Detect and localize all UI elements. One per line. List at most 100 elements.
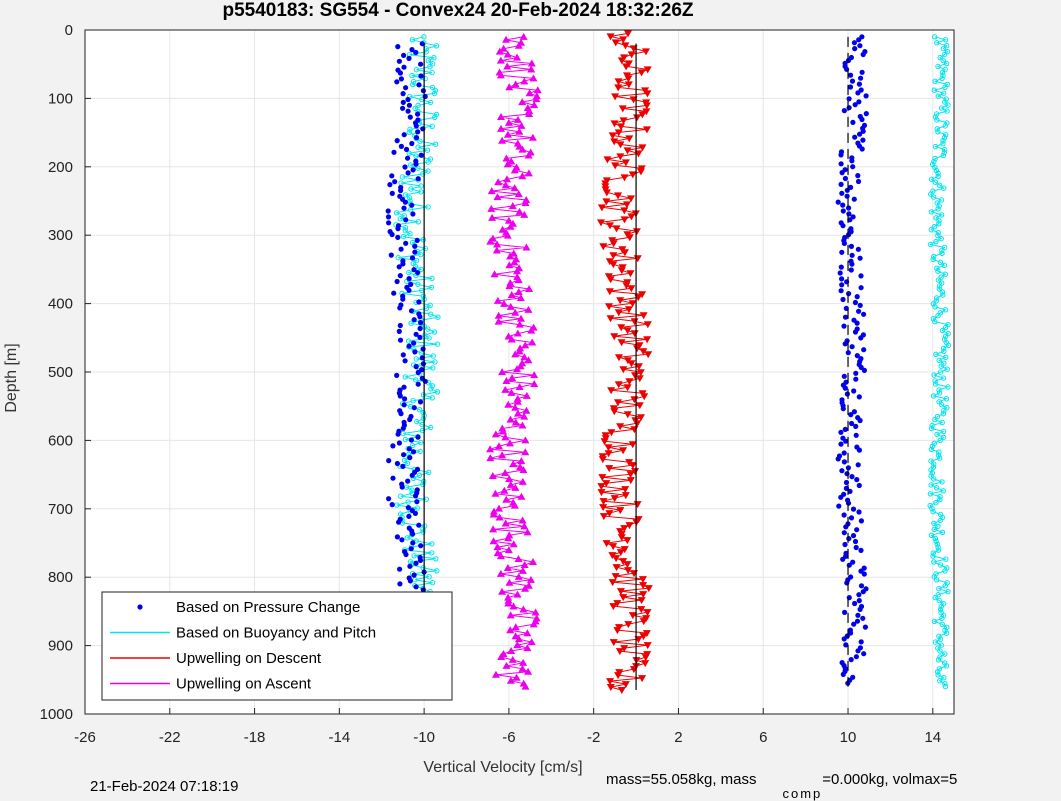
data-point <box>939 289 946 295</box>
data-point <box>935 669 941 675</box>
data-point <box>605 510 614 518</box>
data-point <box>606 315 615 323</box>
data-point <box>624 75 633 83</box>
data-point <box>513 365 522 373</box>
data-point <box>614 78 623 86</box>
data-point <box>509 249 518 257</box>
series-upwelling-on-descentprofile <box>596 30 653 695</box>
data-point <box>609 252 618 260</box>
data-point <box>503 62 512 70</box>
data-point <box>514 288 523 296</box>
data-point <box>848 412 854 418</box>
data-point <box>513 267 522 275</box>
data-point <box>385 208 391 214</box>
data-point <box>849 78 856 84</box>
data-point <box>516 362 525 370</box>
data-point <box>605 288 614 296</box>
data-point <box>851 388 857 394</box>
data-point <box>410 211 416 217</box>
data-point <box>407 207 414 213</box>
data-point <box>847 488 853 494</box>
data-point <box>612 555 621 563</box>
data-point <box>941 51 948 58</box>
data-point <box>841 530 847 536</box>
data-point <box>499 427 508 435</box>
data-point <box>928 227 934 233</box>
data-point <box>503 50 512 58</box>
data-point <box>526 575 535 583</box>
data-point <box>409 202 415 208</box>
data-point <box>939 419 945 426</box>
data-point <box>490 270 499 278</box>
data-point <box>943 556 949 562</box>
data-point <box>521 341 530 349</box>
data-point <box>417 557 424 564</box>
data-point <box>624 567 633 575</box>
data-point <box>939 615 945 622</box>
data-point <box>518 172 527 180</box>
data-point <box>422 378 428 384</box>
data-point <box>843 479 850 486</box>
data-point <box>505 83 514 91</box>
data-point <box>406 446 412 452</box>
data-point <box>845 350 851 356</box>
data-point <box>841 450 847 456</box>
data-point <box>838 181 844 187</box>
data-point <box>931 224 937 230</box>
data-point <box>400 352 406 358</box>
data-point <box>487 187 496 195</box>
data-point <box>416 82 422 88</box>
data-point <box>927 491 934 497</box>
data-point <box>939 69 946 76</box>
data-point <box>846 205 852 211</box>
data-point <box>602 189 611 197</box>
data-point <box>854 353 860 359</box>
data-point <box>495 504 504 512</box>
y-tick-label: 900 <box>48 638 73 655</box>
data-point <box>935 452 942 458</box>
data-point <box>520 560 529 568</box>
data-point <box>858 639 864 645</box>
data-point <box>937 678 943 684</box>
data-point <box>856 394 862 400</box>
data-point <box>858 547 864 554</box>
data-point <box>942 84 948 91</box>
data-point <box>942 568 948 574</box>
data-point <box>602 198 611 206</box>
data-point <box>408 308 415 314</box>
chart-title: p5540183: SG554 - Convex24 20-Feb-2024 1… <box>222 0 693 21</box>
data-point <box>389 231 395 238</box>
data-point <box>401 384 407 390</box>
data-point <box>937 497 943 503</box>
data-point <box>415 144 421 150</box>
data-point <box>420 410 426 416</box>
data-point <box>849 420 855 427</box>
data-point <box>613 600 622 608</box>
data-point <box>503 160 512 168</box>
data-point <box>846 536 852 542</box>
data-point <box>489 525 498 533</box>
data-point <box>420 361 426 367</box>
data-point <box>514 555 523 563</box>
x-tick-label: 2 <box>674 729 682 746</box>
data-point <box>522 196 531 204</box>
data-point <box>523 528 532 536</box>
data-point <box>839 170 845 176</box>
data-point <box>513 115 522 123</box>
data-point <box>932 639 939 645</box>
data-point <box>498 451 507 459</box>
data-point <box>617 57 626 65</box>
data-point <box>492 246 501 254</box>
data-point <box>516 344 525 352</box>
data-point <box>858 518 865 524</box>
data-point <box>617 324 626 332</box>
data-point <box>502 377 511 385</box>
data-point <box>407 114 413 120</box>
data-point <box>494 311 503 319</box>
data-point <box>488 471 497 479</box>
data-point <box>396 328 402 334</box>
data-point <box>853 544 859 551</box>
data-point <box>400 425 406 431</box>
data-point <box>625 135 634 143</box>
data-point <box>516 463 525 471</box>
